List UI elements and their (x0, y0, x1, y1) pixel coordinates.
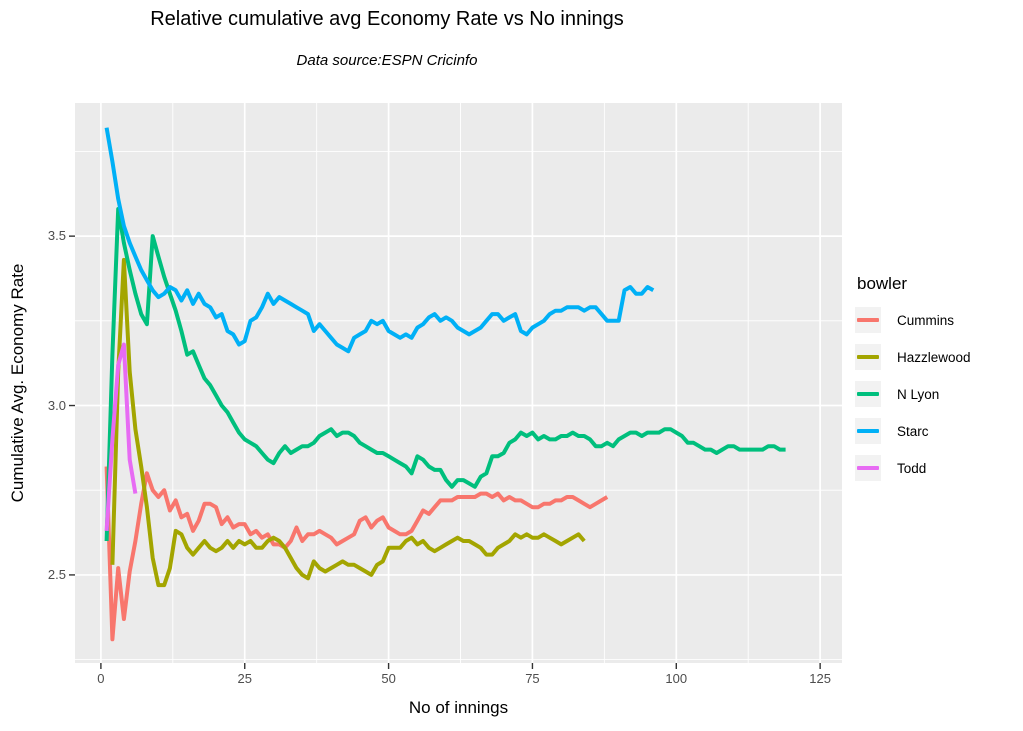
legend-label: N Lyon (897, 386, 940, 402)
legend: bowler Cummins Hazzlewood N Lyon Starc Todd (855, 274, 971, 492)
legend-key-line (857, 392, 879, 396)
series-line-hazzlewood (110, 257, 586, 588)
legend-key-line (857, 429, 879, 433)
x-axis-title: No of innings (408, 698, 509, 717)
legend-key (855, 455, 881, 481)
legend-key-line (857, 355, 879, 359)
legend-label: Cummins (897, 312, 955, 328)
legend-key (855, 307, 881, 333)
series-line-starc (104, 127, 655, 354)
series-line-cummins (104, 466, 609, 642)
x-tick-label: 0 (97, 671, 105, 686)
x-tick-label: 25 (237, 671, 252, 686)
legend-entry: Hazzlewood (855, 344, 971, 370)
legend-label: Todd (897, 460, 927, 476)
legend-title: bowler (857, 274, 908, 293)
series-line-todd (104, 342, 138, 532)
x-tick-label: 75 (525, 671, 540, 686)
legend-entry: Cummins (855, 307, 971, 333)
x-tick-label: 50 (381, 671, 396, 686)
legend-key (855, 418, 881, 444)
y-tick-label: 3.0 (47, 397, 66, 413)
x-tick-label: 100 (665, 671, 688, 686)
chart-subtitle: Data source:ESPN Cricinfo (296, 52, 478, 69)
chart-title: Relative cumulative avg Economy Rate vs … (150, 8, 624, 30)
legend-key-line (857, 318, 879, 322)
x-tick-label: 125 (809, 671, 831, 686)
y-tick-label: 3.5 (47, 228, 66, 244)
y-tick-label: 2.5 (47, 566, 66, 582)
legend-entry: N Lyon (855, 381, 971, 407)
legend-entry: Todd (855, 455, 971, 481)
legend-label: Starc (897, 423, 929, 439)
legend-key (855, 381, 881, 407)
panel-background (75, 103, 842, 663)
legend-entry: Starc (855, 418, 971, 444)
legend-key-line (857, 466, 879, 470)
series-line-n-lyon (104, 207, 786, 542)
legend-key (855, 344, 881, 370)
legend-label: Hazzlewood (897, 349, 971, 365)
